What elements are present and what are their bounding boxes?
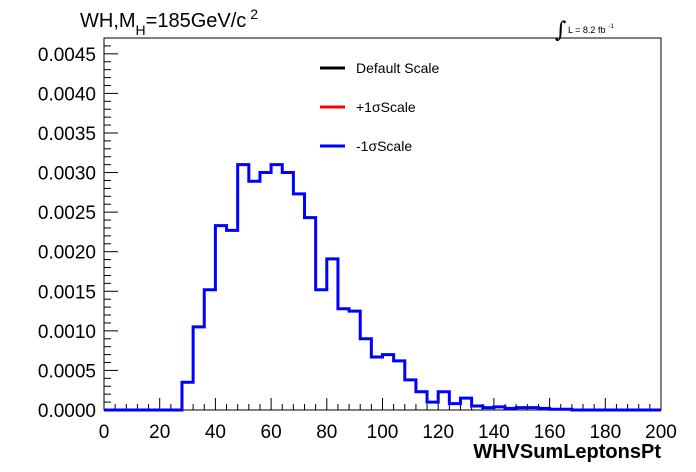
- y-tick-label: 0.0005: [38, 361, 96, 382]
- x-tick-label: 200: [645, 422, 677, 443]
- series-layer: [104, 163, 661, 412]
- x-tick-label: 100: [367, 422, 399, 443]
- y-tick-label: 0.0000: [38, 401, 96, 422]
- y-tick-label: 0.0045: [38, 45, 96, 66]
- x-tick-label: 120: [422, 422, 454, 443]
- svg-text:L = 8.2 fb-1: L = 8.2 fb -1: [568, 24, 614, 35]
- y-tick-label: 0.0025: [38, 203, 96, 224]
- chart-title: WH,MH=185GeV/c 2: [80, 6, 258, 38]
- x-tick-label: 180: [589, 422, 621, 443]
- x-tick-label: 60: [261, 422, 282, 443]
- x-tick-label: 20: [149, 422, 170, 443]
- y-tick-label: 0.0010: [38, 322, 96, 343]
- x-tick-label: 80: [316, 422, 337, 443]
- x-tick-label: 160: [534, 422, 566, 443]
- integral-symbol: ∫: [555, 18, 567, 43]
- x-tick-label: 40: [205, 422, 226, 443]
- y-tick-label: 0.0030: [38, 164, 96, 185]
- x-axis-label: WHVSumLeptonsPt: [473, 441, 661, 463]
- legend: Default Scale +1σScale -1σScale: [320, 60, 439, 154]
- x-tick-label: 140: [478, 422, 510, 443]
- x-tick-label: 0: [99, 422, 110, 443]
- lumi-label: ∫ L = 8.2 fb -1: [555, 18, 614, 43]
- legend-label: +1σScale: [356, 99, 416, 115]
- histogram-series: [104, 163, 661, 412]
- x-axis: 0 20 40 60 80 100 120 140 160 180 200: [99, 398, 677, 443]
- y-tick-label: 0.0020: [38, 243, 96, 264]
- y-tick-label: 0.0035: [38, 124, 96, 145]
- y-tick-label: 0.0040: [38, 84, 96, 105]
- y-tick-label: 0.0015: [38, 282, 96, 303]
- legend-label: -1σScale: [356, 138, 412, 154]
- legend-label: Default Scale: [356, 60, 439, 76]
- y-axis: 0.0000 0.0005 0.0010 0.0015 0.0020 0.0025 0.00…: [38, 37, 118, 422]
